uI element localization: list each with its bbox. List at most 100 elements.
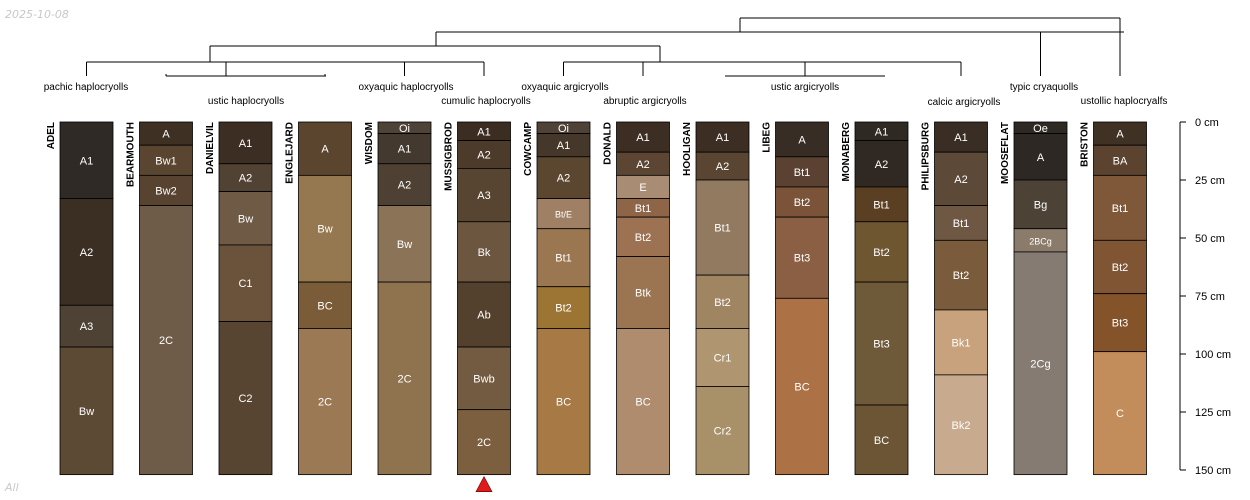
horizon-label: C1 xyxy=(238,278,252,290)
horizon-label: A3 xyxy=(80,321,93,333)
horizon-label: Bg xyxy=(1034,199,1047,211)
horizon-label: Bt3 xyxy=(794,253,811,265)
taxa-label: pachic haplocryolls xyxy=(44,82,129,93)
date-stamp: 2025-10-08 xyxy=(5,8,69,21)
horizon-label: A xyxy=(1037,152,1045,164)
horizon-label: Bt1 xyxy=(1112,203,1129,215)
horizon-label: Cr1 xyxy=(714,352,732,364)
horizon-bk xyxy=(457,221,511,283)
soil-profile-adel: A1 A2 A3 Bw ADEL xyxy=(46,121,114,476)
depth-tick-label: 75 cm xyxy=(1195,291,1225,303)
horizon-label: Bw xyxy=(317,224,332,236)
horizon-bt2 xyxy=(695,274,750,329)
horizon-label: Bt3 xyxy=(873,339,890,351)
horizon-label: A3 xyxy=(477,190,490,202)
profile-name: HOOLIGAN xyxy=(682,122,693,176)
corner-label: All xyxy=(5,481,19,494)
horizon-bc xyxy=(536,328,591,476)
horizon-label: Btk xyxy=(635,288,651,300)
soil-profile-bearmouth: A Bw1 Bw2 2C BEARMOUTH xyxy=(126,121,193,476)
horizon-label: A2 xyxy=(557,173,570,185)
horizon-bt1 xyxy=(934,205,988,241)
horizon-a2 xyxy=(59,198,114,306)
horizon-label: 2C xyxy=(397,373,411,385)
horizon-label: A2 xyxy=(875,159,888,171)
horizon-a xyxy=(775,121,829,158)
horizon-bw xyxy=(377,205,432,283)
horizon-a1 xyxy=(218,121,273,165)
horizon-label: A2 xyxy=(716,161,729,173)
profile-name: MOOSEFLAT xyxy=(1000,122,1011,184)
horizon-label: Bt1 xyxy=(873,199,890,211)
soil-profile-danielvil: A1 A2 Bw C1 C2 DANIELVIL xyxy=(205,121,273,476)
horizon-2c xyxy=(139,205,193,476)
horizon-label: A1 xyxy=(80,155,93,167)
horizon-2c xyxy=(457,409,511,476)
horizon-bt2 xyxy=(1093,239,1147,295)
horizon-label: Oi xyxy=(558,123,569,135)
horizon-c2 xyxy=(218,321,273,476)
soil-profile-englejard: A Bw BC 2C ENGLEJARD xyxy=(285,121,352,476)
horizon-label: Bt2 xyxy=(873,247,890,259)
horizon-bt2 xyxy=(616,216,670,257)
taxa-label: typic cryaquolls xyxy=(1010,82,1078,93)
depth-tick-label: 150 cm xyxy=(1195,465,1231,477)
horizon-label: Oe xyxy=(1033,123,1048,135)
horizon-bc xyxy=(775,297,829,476)
depth-tick-label: 0 cm xyxy=(1195,117,1219,129)
profile-name: BEARMOUTH xyxy=(126,122,137,187)
horizon-a2 xyxy=(536,156,591,199)
horizon-bt1 xyxy=(695,179,750,276)
taxa-label: ustollic haplocryalfs xyxy=(1081,96,1168,107)
horizon-label: Cr2 xyxy=(714,426,732,438)
horizon-label: Bt2 xyxy=(1112,262,1129,274)
horizon-a2 xyxy=(695,151,750,181)
soil-profile-philipsburg: A1 A2 Bt1 Bt2 Bk1 Bk2 PHILIPSBURG xyxy=(921,121,988,476)
horizon-2c xyxy=(298,328,352,476)
horizon-label: BC xyxy=(874,435,889,447)
soil-profile-mooseflat: Oe A Bg 2BCg 2Cg MOOSEFLAT xyxy=(1000,121,1068,476)
profile-name: DANIELVIL xyxy=(205,122,216,174)
taxa-label: oxyaquic haplocryolls xyxy=(358,82,453,93)
soil-profile-cowcamp: Oi A1 A2 Bt/E Bt1 Bt2 BC COWCAMP xyxy=(523,121,591,476)
horizon-label: 2Cg xyxy=(1030,358,1050,370)
depth-axis: 0 cm 25 cm 50 cm 75 cm 100 cm 125 cm 150 cm xyxy=(1179,117,1231,477)
horizon-bc xyxy=(854,404,909,476)
horizon-label: A2 xyxy=(398,180,411,192)
horizon-a2 xyxy=(377,163,432,206)
taxa-label: abruptic argicryolls xyxy=(603,96,686,107)
horizon-label: Bt2 xyxy=(794,197,811,209)
horizon-a xyxy=(298,121,352,176)
soil-profile-wisdom: Oi A1 A2 Bw 2C WISDOM xyxy=(364,121,432,476)
horizon-label: Oi xyxy=(399,123,410,135)
soil-profile-donald: A1 A2 E Bt1 Bt2 Btk BC DONALD xyxy=(603,121,670,476)
horizon-label: A xyxy=(162,129,170,141)
taxa-label: ustic haplocryolls xyxy=(208,96,284,107)
horizon-a1 xyxy=(695,121,750,153)
horizon-label: Bt2 xyxy=(555,303,572,315)
depth-tick-label: 25 cm xyxy=(1195,175,1225,187)
dendrogram xyxy=(86,17,1124,77)
horizon-label: Bt1 xyxy=(953,218,970,230)
horizon-label: A xyxy=(321,144,329,156)
horizon-bw2 xyxy=(139,174,193,206)
horizon-label: A xyxy=(798,134,806,146)
horizon-label: A xyxy=(1116,129,1124,141)
horizon-label: A2 xyxy=(477,149,490,161)
horizon-label: E xyxy=(639,182,646,194)
soil-profile-hooligan: A1 A2 Bt1 Bt2 Cr1 Cr2 HOOLIGAN xyxy=(682,121,750,476)
horizon-a1 xyxy=(934,121,988,153)
horizon-label: Bk1 xyxy=(952,337,971,349)
horizon-label: BC xyxy=(317,300,332,312)
horizon-bt3 xyxy=(775,216,829,299)
horizon-label: Bw xyxy=(238,213,253,225)
horizon-label: BA xyxy=(1113,155,1128,167)
horizon-bt2 xyxy=(854,221,909,283)
horizon-bk1 xyxy=(934,309,988,376)
horizon-label: Ab xyxy=(477,310,490,322)
horizon-label: A1 xyxy=(398,144,411,156)
profile-name: LIBEG xyxy=(762,122,773,153)
horizon-label: Bt1 xyxy=(794,167,811,179)
horizon-bt1 xyxy=(854,186,909,223)
horizon-bt1 xyxy=(536,228,591,288)
